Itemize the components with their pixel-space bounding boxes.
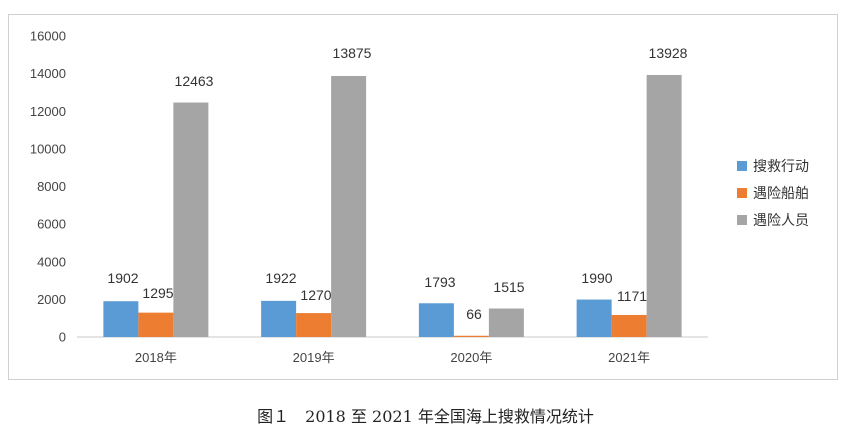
bar-chart: 0 2000 4000 6000 8000 10000 12000 14000 16000 201… xyxy=(30,29,809,366)
bar xyxy=(138,312,174,337)
bars-layer xyxy=(103,74,682,338)
x-tick-label: 2019年 xyxy=(293,350,335,365)
bar xyxy=(296,313,332,337)
bar xyxy=(576,299,612,337)
data-label: 66 xyxy=(466,306,482,322)
legend-swatch xyxy=(737,161,747,171)
data-label: 1295 xyxy=(142,285,173,301)
bar xyxy=(453,335,489,337)
data-label: 1922 xyxy=(265,270,296,286)
data-label: 1515 xyxy=(493,279,524,295)
y-tick-label: 12000 xyxy=(30,104,66,119)
axis-layer: 0 2000 4000 6000 8000 10000 12000 14000 16000 201… xyxy=(30,29,708,365)
y-tick-label: 0 xyxy=(59,330,66,345)
y-tick-label: 14000 xyxy=(30,66,66,81)
bar xyxy=(646,74,682,338)
bar xyxy=(103,301,139,337)
bar xyxy=(261,300,297,337)
data-label: 13928 xyxy=(649,45,688,61)
data-label: 1990 xyxy=(581,270,612,286)
legend-swatch xyxy=(737,188,747,198)
y-tick-label: 4000 xyxy=(37,254,66,269)
figure-caption: 图１ 2018 至 2021 年全国海上搜救情况统计 xyxy=(257,407,594,426)
data-label: 12463 xyxy=(175,73,214,89)
bar xyxy=(173,102,209,337)
x-tick-label: 2020年 xyxy=(450,350,492,365)
data-label: 1270 xyxy=(300,287,331,303)
bar xyxy=(418,303,454,337)
data-label: 13875 xyxy=(333,45,372,61)
data-label: 1793 xyxy=(424,274,455,290)
x-tick-label: 2021年 xyxy=(608,350,650,365)
legend-swatch xyxy=(737,215,747,225)
y-tick-label: 6000 xyxy=(37,217,66,232)
y-tick-label: 10000 xyxy=(30,141,66,156)
data-label: 1171 xyxy=(617,288,647,304)
x-tick-label: 2018年 xyxy=(135,350,177,365)
legend-label: 搜救行动 xyxy=(753,158,809,174)
y-tick-label: 16000 xyxy=(30,29,66,44)
legend-label: 遇险船舶 xyxy=(753,185,809,201)
y-tick-label: 2000 xyxy=(37,292,66,307)
data-label: 1902 xyxy=(107,270,138,286)
y-tick-label: 8000 xyxy=(37,179,66,194)
bar xyxy=(611,314,647,337)
bar xyxy=(488,308,524,337)
legend-label: 遇险人员 xyxy=(753,212,809,228)
bar xyxy=(331,75,367,337)
